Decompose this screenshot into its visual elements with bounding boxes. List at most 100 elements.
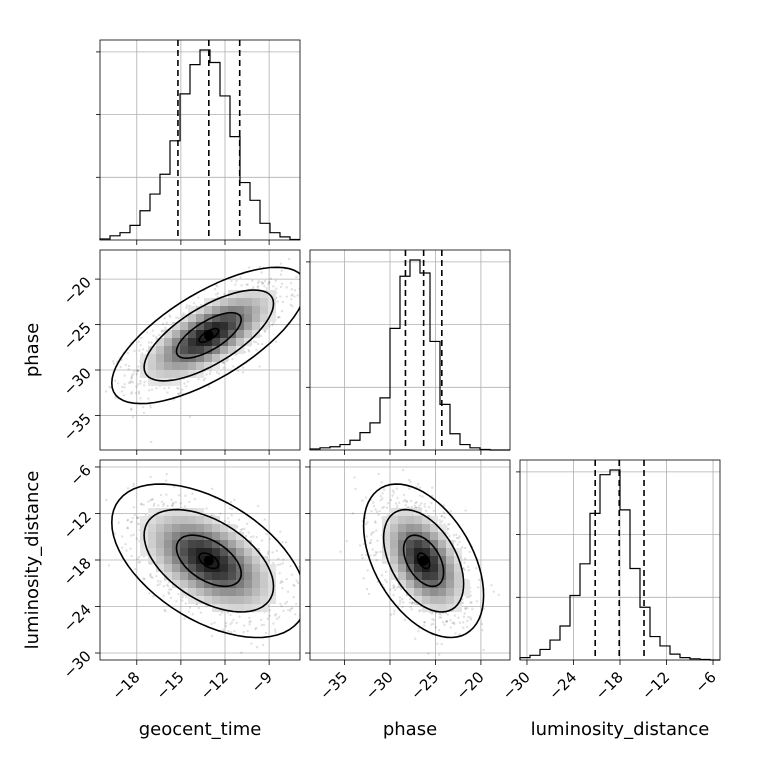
sample-point	[266, 552, 270, 555]
sample-point	[205, 373, 208, 376]
sample-point	[469, 601, 472, 604]
sample-point	[183, 505, 187, 508]
sample-point	[247, 531, 250, 534]
density-cell	[438, 596, 446, 604]
density-cell	[196, 370, 204, 378]
density-cell	[244, 556, 252, 564]
y-axis-label-luminosity_distance: luminosity_distance	[22, 471, 43, 650]
density-cell	[244, 322, 252, 330]
sample-point	[392, 491, 396, 494]
density-cell	[398, 516, 406, 524]
sample-point	[443, 516, 446, 519]
sample-point	[260, 539, 264, 542]
sample-point	[188, 415, 192, 418]
density-cell	[422, 548, 430, 556]
sample-point	[120, 390, 124, 393]
sample-point	[135, 385, 138, 388]
density-cell	[164, 556, 172, 564]
density-cell	[180, 322, 188, 330]
contour-86%	[143, 508, 275, 613]
sample-point	[387, 501, 390, 505]
sample-point	[410, 505, 414, 509]
sample-point	[345, 539, 349, 543]
density-cell	[414, 524, 422, 532]
sample-point	[104, 498, 108, 502]
density-cell	[260, 290, 268, 298]
sample-point	[181, 599, 184, 602]
sample-point	[469, 618, 473, 621]
density-cell	[196, 322, 204, 330]
sample-point	[442, 511, 446, 514]
sample-point	[281, 562, 285, 565]
density-cell	[462, 580, 470, 588]
sample-point	[235, 621, 238, 625]
sample-point	[209, 370, 212, 373]
sample-point	[130, 374, 134, 377]
sample-point	[408, 487, 411, 490]
sample-point	[402, 500, 405, 503]
sample-point	[367, 592, 371, 596]
sample-point	[281, 300, 285, 304]
sample-point	[111, 360, 115, 363]
sample-point	[131, 516, 134, 520]
density-cell	[252, 298, 260, 306]
sample-point	[279, 530, 282, 533]
sample-point	[432, 509, 435, 513]
sample-point	[137, 561, 140, 564]
sample-point	[143, 380, 146, 384]
sample-point	[151, 329, 154, 332]
sample-point	[220, 611, 224, 614]
density-cell	[228, 548, 236, 556]
sample-point	[143, 577, 146, 581]
density-cell	[430, 564, 438, 572]
sample-point	[249, 620, 252, 623]
sample-point	[361, 499, 364, 502]
sample-point	[280, 309, 284, 313]
sample-point	[311, 297, 313, 299]
sample-point	[420, 502, 423, 505]
sample-point	[239, 276, 242, 279]
sample-point	[492, 590, 495, 593]
density-cell	[398, 540, 406, 548]
sample-point	[490, 584, 493, 587]
sample-point	[122, 394, 126, 397]
density-cell	[228, 532, 236, 540]
sample-point	[164, 479, 168, 482]
sample-point	[185, 304, 189, 307]
density-cell	[252, 604, 260, 612]
hist-panel-luminosity_distance	[516, 459, 721, 665]
sample-point	[267, 282, 270, 286]
sample-point	[230, 279, 233, 283]
density-cell	[236, 290, 244, 298]
sample-point	[379, 499, 382, 502]
density-cell	[204, 314, 212, 322]
sample-point	[438, 612, 441, 615]
sample-point	[430, 501, 433, 505]
density-cell	[188, 314, 196, 322]
sample-point	[393, 609, 396, 612]
sample-point	[430, 623, 433, 626]
density-cell	[148, 532, 156, 540]
density-cell	[180, 330, 188, 338]
sample-point	[263, 279, 267, 283]
sample-point	[482, 648, 485, 652]
sample-point	[130, 376, 133, 379]
density-cell	[446, 580, 454, 588]
density-cell	[148, 362, 156, 370]
sample-point	[419, 609, 422, 612]
density-cell	[252, 314, 260, 322]
density-cell	[196, 346, 204, 354]
density-cell	[204, 362, 212, 370]
sample-point	[133, 513, 136, 517]
x-tick-label: −35	[316, 668, 351, 703]
sample-point	[129, 534, 133, 537]
sample-point	[280, 580, 283, 583]
sample-point	[264, 631, 268, 635]
sample-point	[365, 588, 369, 591]
sample-point	[229, 630, 233, 634]
density-cell	[204, 580, 212, 588]
sample-point	[285, 286, 288, 289]
y-tick-label: −18	[60, 554, 95, 589]
density-cell	[156, 346, 164, 354]
sample-point	[370, 533, 373, 536]
